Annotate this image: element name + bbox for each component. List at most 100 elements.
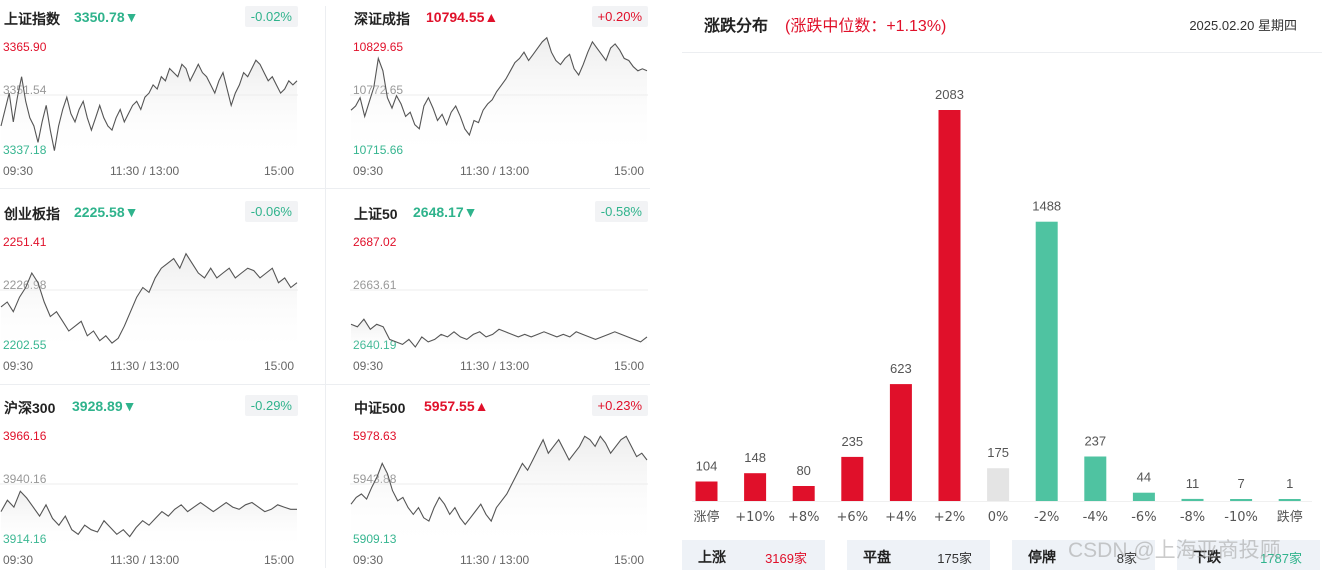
bar-value-label: 2083: [935, 87, 964, 102]
y-axis-mid: 3940.16: [3, 472, 47, 486]
bar-category-label: 0%: [988, 510, 1009, 525]
index-card[interactable]: 上证502648.17▼-0.58%2687.022663.612640.190…: [350, 195, 650, 375]
time-label-noon: 11:30 / 13:00: [110, 553, 180, 567]
bar-value-label: 148: [744, 450, 766, 465]
area-fill: [351, 319, 647, 355]
time-label-open: 09:30: [3, 553, 34, 567]
y-axis-max: 3365.90: [3, 40, 47, 54]
arrow-down-icon: ▼: [463, 204, 478, 220]
bar-category-label: -2%: [1034, 510, 1059, 525]
falling-count-value: 1787家: [1260, 551, 1302, 566]
index-name: 创业板指: [4, 206, 60, 222]
price-line: [350, 36, 648, 137]
row-divider: [0, 188, 650, 189]
index-card[interactable]: 创业板指2225.58▼-0.06%2251.412226.982202.550…: [0, 195, 300, 375]
distribution-bar[interactable]: [1084, 456, 1107, 502]
bar-value-label: 80: [796, 463, 810, 478]
distribution-bar[interactable]: [1132, 492, 1155, 501]
distribution-bar[interactable]: [889, 384, 912, 501]
index-price: 3928.89▼: [72, 398, 136, 414]
index-price-value: 2648.17: [413, 204, 464, 220]
falling-count-panel: 下跌 1787家: [1177, 540, 1320, 570]
suspended-count-panel: 停牌 8家: [1012, 540, 1155, 570]
area-fill: [351, 436, 647, 549]
index-card[interactable]: 中证5005957.55▲+0.23%5978.635943.885909.13…: [350, 389, 650, 569]
y-axis-max: 3966.16: [3, 429, 47, 443]
bar-category-label: -10%: [1224, 510, 1258, 525]
index-change-badge: +0.23%: [591, 395, 648, 416]
arrow-up-icon: ▲: [474, 398, 489, 414]
y-axis-max: 2251.41: [3, 235, 47, 249]
index-card[interactable]: 深证成指10794.55▲+0.20%10829.6510772.6510715…: [350, 0, 650, 180]
time-label-close: 15:00: [614, 553, 645, 567]
time-label-open: 09:30: [3, 164, 34, 178]
y-axis-max: 5978.63: [353, 429, 397, 443]
distribution-bar[interactable]: [1035, 221, 1058, 501]
bar-category-label: +2%: [934, 510, 966, 525]
median-change: (涨跌中位数：+1.13%): [785, 18, 947, 35]
index-name: 上证50: [354, 206, 398, 222]
area-fill: [1, 253, 297, 355]
intraday-line-chart: [0, 252, 298, 355]
time-label-noon: 11:30 / 13:00: [110, 359, 180, 373]
time-label-close: 15:00: [264, 164, 295, 178]
bar-category-label: 涨停: [693, 509, 719, 525]
bar-value-label: 104: [696, 459, 718, 474]
intraday-line-chart: [0, 483, 298, 549]
price-line: [350, 435, 648, 526]
bar-category-label: +4%: [885, 510, 917, 525]
bar-value-label: 11: [1186, 476, 1200, 491]
bar-value-label: 235: [841, 434, 863, 449]
index-change-badge: +0.20%: [591, 6, 648, 27]
time-label-noon: 11:30 / 13:00: [460, 553, 530, 567]
distribution-bar[interactable]: [841, 456, 864, 501]
flat-count-value: 175家: [937, 551, 972, 566]
distribution-bar[interactable]: [987, 468, 1010, 501]
arrow-up-icon: ▲: [484, 9, 499, 25]
index-overview: 上证指数3350.78▼-0.02%3365.903351.543337.180…: [0, 0, 650, 572]
index-price: 3350.78▼: [74, 9, 138, 25]
bar-value-label: 237: [1084, 434, 1106, 449]
bar-value-label: 1: [1286, 476, 1293, 491]
bar-value-label: 44: [1137, 470, 1151, 485]
y-axis-mid: 2663.61: [353, 278, 397, 292]
arrow-down-icon: ▼: [122, 398, 137, 414]
intraday-line-chart: [350, 435, 648, 549]
time-label-close: 15:00: [264, 553, 295, 567]
index-change-badge: -0.29%: [244, 395, 298, 416]
index-name: 上证指数: [4, 11, 60, 27]
column-divider: [325, 6, 326, 568]
intraday-line-chart: [350, 289, 648, 355]
bar-value-label: 175: [987, 445, 1009, 460]
row-divider: [0, 384, 650, 385]
distribution-bar[interactable]: [1230, 499, 1253, 501]
index-price: 2648.17▼: [413, 204, 477, 220]
distribution-bar[interactable]: [744, 473, 767, 501]
rising-count-value: 3169家: [765, 551, 807, 566]
index-card[interactable]: 上证指数3350.78▼-0.02%3365.903351.543337.180…: [0, 0, 300, 180]
index-card[interactable]: 沪深3003928.89▼-0.29%3966.163940.163914.16…: [0, 389, 300, 569]
arrow-down-icon: ▼: [124, 9, 139, 25]
distribution-bar[interactable]: [792, 486, 815, 501]
index-price-value: 3928.89: [72, 398, 123, 414]
index-change-badge: -0.58%: [594, 201, 648, 222]
distribution-bar[interactable]: [1278, 499, 1301, 501]
price-line: [0, 490, 297, 538]
index-name: 中证500: [354, 400, 406, 416]
y-axis-max: 10829.65: [353, 40, 404, 54]
bar-category-label: 跌停: [1277, 509, 1303, 525]
rising-count-label: 上涨: [698, 549, 726, 565]
index-price: 2225.58▼: [74, 204, 138, 220]
bar-value-label: 7: [1237, 476, 1244, 491]
rise-fall-distribution: 涨跌分布 (涨跌中位数：+1.13%) 2025.02.20 星期四 104 涨停…: [682, 0, 1322, 572]
distribution-bar[interactable]: [1181, 498, 1204, 501]
time-label-open: 09:30: [353, 359, 384, 373]
suspended-count-label: 停牌: [1028, 549, 1056, 565]
index-price-value: 3350.78: [74, 9, 125, 25]
distribution-bar[interactable]: [695, 481, 718, 502]
y-axis-mid: 3351.54: [3, 83, 47, 97]
time-label-open: 09:30: [3, 359, 34, 373]
index-price-value: 2225.58: [74, 204, 125, 220]
distribution-bar[interactable]: [938, 110, 961, 501]
distribution-title: 涨跌分布: [704, 18, 769, 35]
